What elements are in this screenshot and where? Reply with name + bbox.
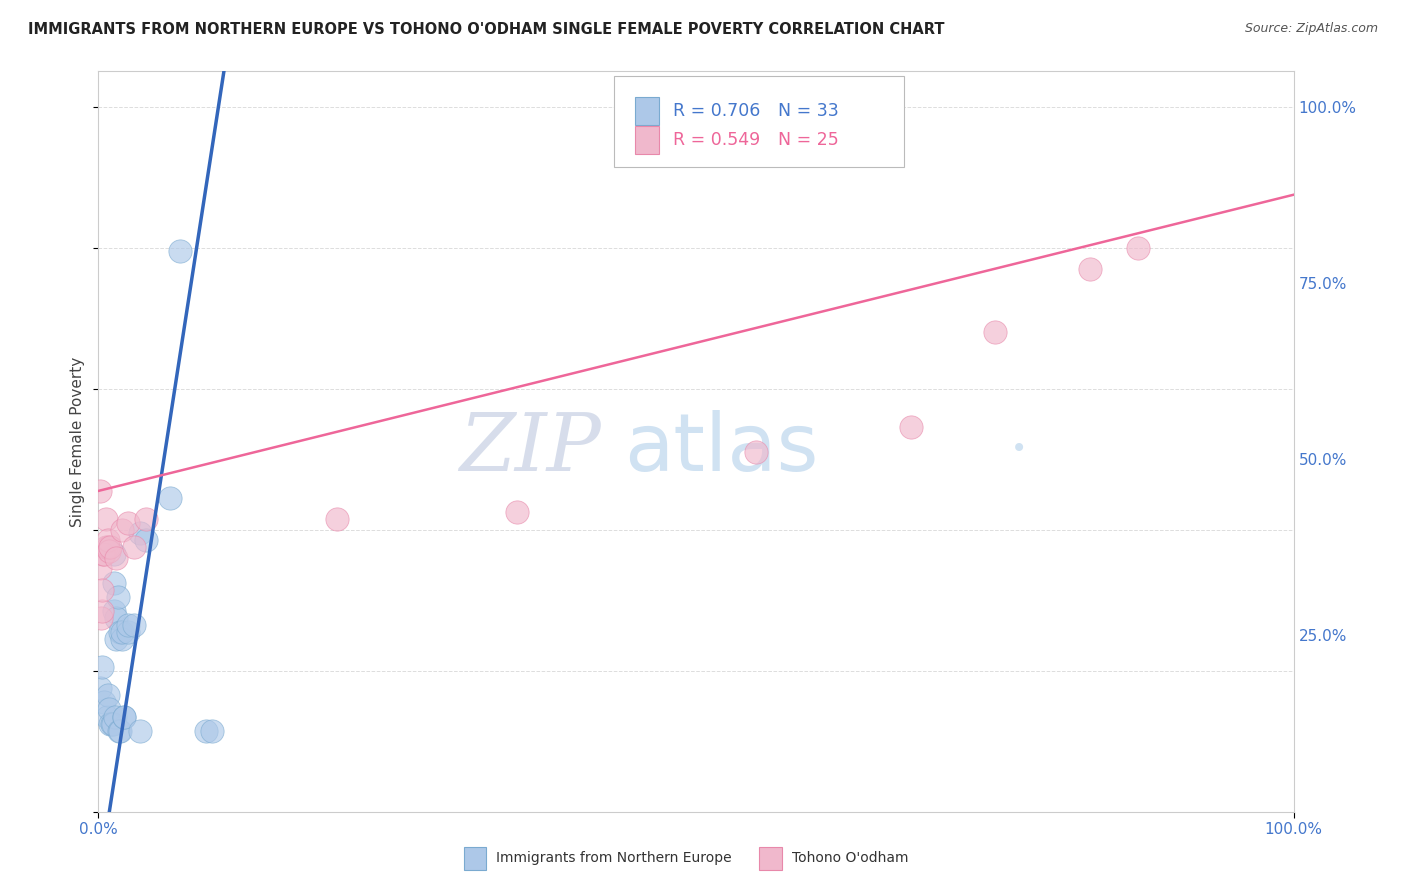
- Point: [93, 695, 115, 709]
- Point: [117, 624, 139, 639]
- Point: [108, 723, 131, 738]
- Point: [745, 445, 768, 459]
- Point: [135, 512, 157, 526]
- Point: [117, 618, 139, 632]
- Point: [111, 624, 134, 639]
- Point: [129, 526, 152, 541]
- Text: ZIP: ZIP: [458, 410, 600, 488]
- Point: [91, 604, 114, 618]
- Point: [98, 541, 122, 555]
- Point: [94, 512, 117, 526]
- FancyBboxPatch shape: [613, 76, 904, 167]
- Point: [96, 709, 118, 723]
- Point: [91, 547, 114, 561]
- Point: [97, 541, 120, 555]
- Point: [107, 590, 129, 604]
- Point: [97, 533, 120, 548]
- Point: [103, 575, 125, 590]
- Text: IMMIGRANTS FROM NORTHERN EUROPE VS TOHONO O'ODHAM SINGLE FEMALE POVERTY CORRELAT: IMMIGRANTS FROM NORTHERN EUROPE VS TOHON…: [28, 22, 945, 37]
- FancyBboxPatch shape: [636, 126, 659, 154]
- Point: [1128, 241, 1150, 255]
- Point: [124, 541, 146, 555]
- Point: [89, 681, 111, 696]
- Point: [506, 505, 529, 519]
- Point: [135, 533, 157, 548]
- Text: •: •: [1011, 435, 1026, 463]
- Text: R = 0.549: R = 0.549: [673, 131, 761, 149]
- Point: [169, 244, 191, 259]
- Point: [91, 582, 114, 597]
- Point: [195, 723, 218, 738]
- Point: [201, 723, 224, 738]
- Text: atlas: atlas: [624, 410, 818, 488]
- Point: [984, 325, 1007, 339]
- Point: [103, 547, 125, 561]
- Y-axis label: Single Female Poverty: Single Female Poverty: [70, 357, 86, 526]
- Text: N = 33: N = 33: [779, 102, 839, 120]
- Point: [101, 716, 124, 731]
- Point: [117, 516, 139, 530]
- Text: N = 25: N = 25: [779, 131, 839, 149]
- Point: [1080, 261, 1102, 276]
- Point: [94, 541, 117, 555]
- Text: Source: ZipAtlas.com: Source: ZipAtlas.com: [1244, 22, 1378, 36]
- Point: [107, 723, 129, 738]
- Point: [111, 523, 134, 537]
- Point: [112, 709, 135, 723]
- FancyBboxPatch shape: [636, 97, 659, 125]
- Point: [105, 632, 128, 646]
- Point: [97, 689, 120, 703]
- Point: [112, 709, 135, 723]
- Point: [105, 550, 128, 565]
- Text: Immigrants from Northern Europe: Immigrants from Northern Europe: [496, 851, 733, 865]
- Point: [91, 660, 114, 674]
- Text: R = 0.706: R = 0.706: [673, 102, 761, 120]
- Point: [89, 483, 111, 498]
- Point: [103, 604, 125, 618]
- Point: [98, 702, 121, 716]
- Point: [108, 624, 131, 639]
- Point: [159, 491, 181, 505]
- Point: [104, 709, 127, 723]
- Point: [326, 512, 349, 526]
- Point: [111, 632, 134, 646]
- Point: [129, 723, 152, 738]
- Point: [90, 611, 112, 625]
- Point: [93, 547, 115, 561]
- Point: [89, 561, 111, 575]
- Point: [124, 618, 146, 632]
- Point: [100, 716, 122, 731]
- Text: Tohono O'odham: Tohono O'odham: [792, 851, 908, 865]
- Point: [98, 716, 122, 731]
- Point: [98, 544, 121, 558]
- Point: [105, 611, 128, 625]
- Point: [900, 420, 922, 434]
